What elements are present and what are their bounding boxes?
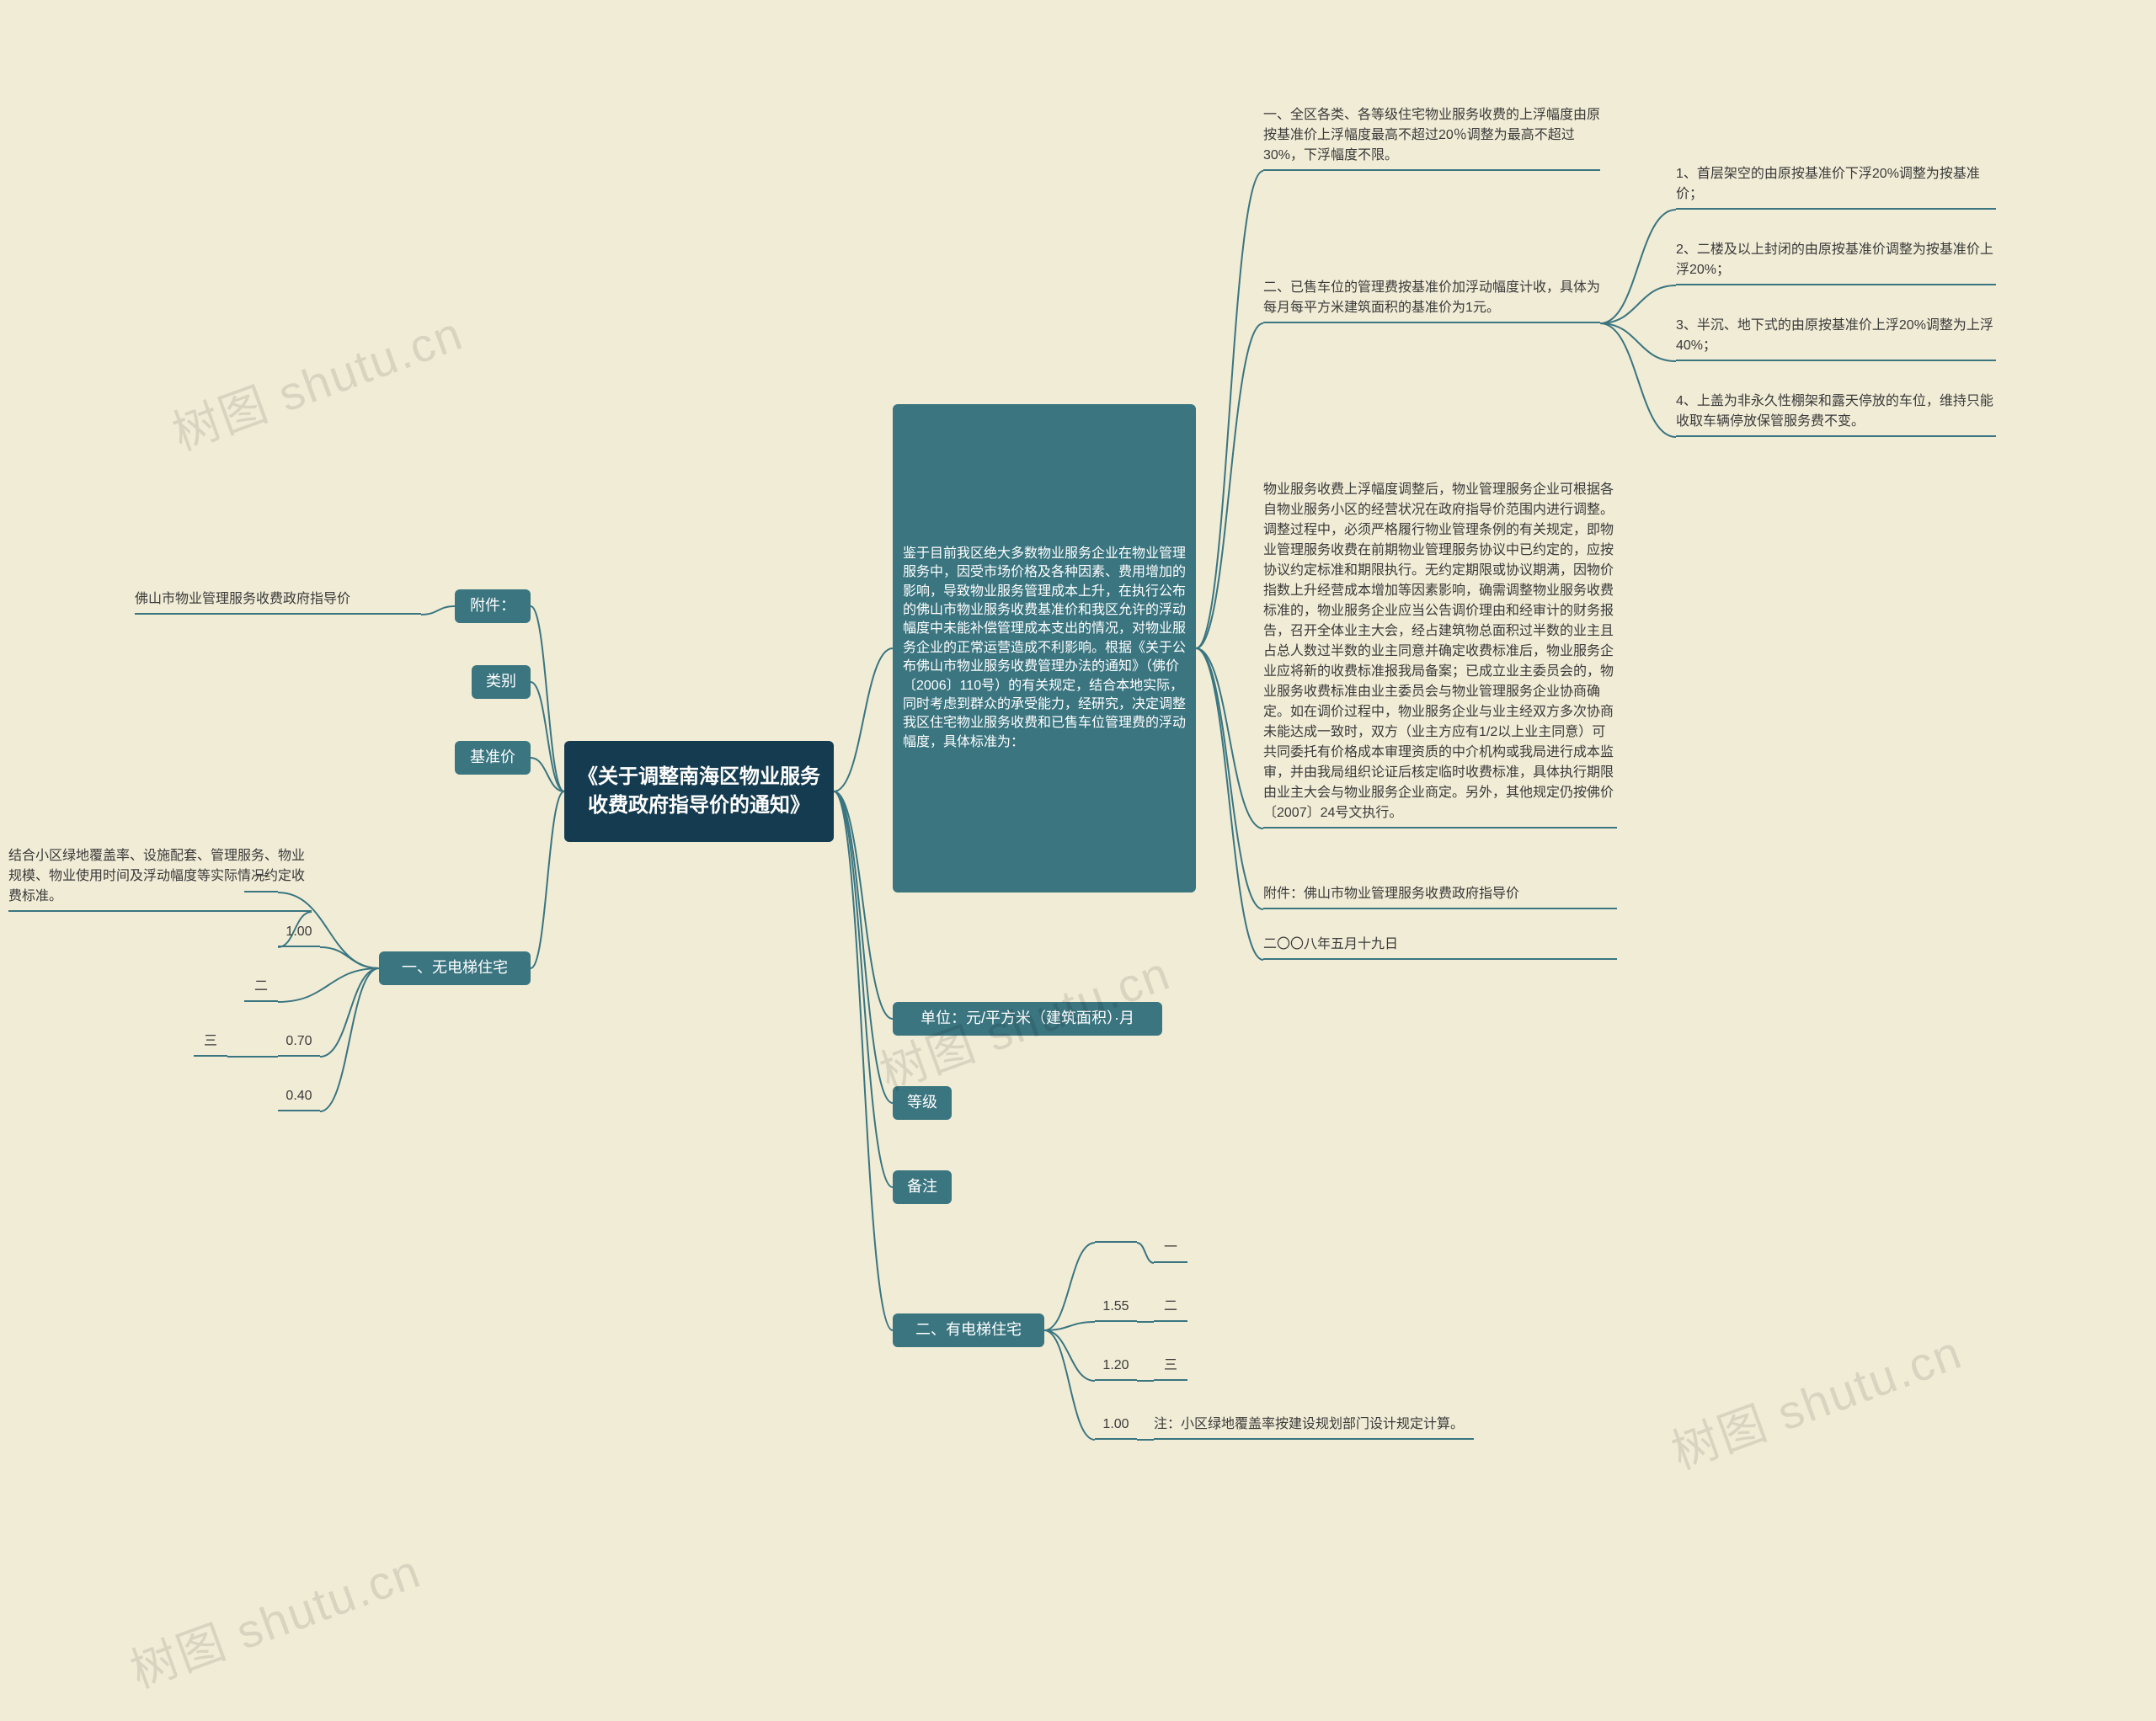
l4-leaf-1: 结合小区绿地覆盖率、设施配套、管理服务、物业规模、物业使用时间及浮动幅度等实际情… — [8, 846, 312, 912]
leaf-item-2-1: 1、首层架空的由原按基准价下浮20%调整为按基准价； — [1676, 164, 1996, 210]
elevator-housing-node[interactable]: 二、有电梯住宅 — [893, 1313, 1044, 1347]
l4-val-1: 1.00 — [278, 922, 320, 947]
l4-label-2: 二 — [244, 977, 278, 1002]
u4-label-1: 二 — [1154, 1297, 1187, 1322]
u4-val-3: 1.00 — [1095, 1415, 1137, 1440]
l4-label-3: 三 — [194, 1031, 227, 1057]
grade-node[interactable]: 等级 — [893, 1086, 952, 1120]
main-paragraph-node[interactable]: 鉴于目前我区绝大多数物业服务企业在物业管理服务中，因受市场价格及各种因素、费用增… — [893, 404, 1196, 892]
u4-label-0: 一 — [1154, 1238, 1187, 1263]
center-node[interactable]: 《关于调整南海区物业服务收费政府指导价的通知》 — [564, 741, 834, 842]
leaf-item-2: 二、已售车位的管理费按基准价加浮动幅度计收，具体为每月每平方米建筑面积的基准价为… — [1263, 278, 1600, 323]
leaf-item-1: 一、全区各类、各等级住宅物业服务收费的上浮幅度由原按基准价上浮幅度最高不超过20… — [1263, 105, 1600, 171]
attachment-node[interactable]: 附件： — [455, 589, 531, 623]
no-elevator-node[interactable]: 一、无电梯住宅 — [379, 951, 531, 985]
u4-val-2: 1.20 — [1095, 1356, 1137, 1381]
unit-node[interactable]: 单位：元/平方米（建筑面积）·月 — [893, 1002, 1162, 1036]
l4-val-4: 0.40 — [278, 1086, 320, 1111]
u4-val-0 — [1095, 1238, 1137, 1243]
l4-val-3: 0.70 — [278, 1031, 320, 1057]
remark-node[interactable]: 备注 — [893, 1170, 952, 1204]
u4-val-1: 1.55 — [1095, 1297, 1137, 1322]
leaf-item-2-4: 4、上盖为非永久性棚架和露天停放的车位，维持只能收取车辆停放保管服务费不变。 — [1676, 392, 1996, 437]
leaf-attachment: 附件：佛山市物业管理服务收费政府指导价 — [1263, 884, 1617, 909]
leaf-long-paragraph: 物业服务收费上浮幅度调整后，物业管理服务企业可根据各自物业服务小区的经营状况在政… — [1263, 480, 1617, 829]
leaf-date: 二〇〇八年五月十九日 — [1263, 935, 1617, 960]
base-price-node[interactable]: 基准价 — [455, 741, 531, 775]
attachment-leaf: 佛山市物业管理服务收费政府指导价 — [135, 589, 421, 615]
u4-label-2: 三 — [1154, 1356, 1187, 1381]
category-node[interactable]: 类别 — [472, 665, 531, 699]
u4-label-3: 注：小区绿地覆盖率按建设规划部门设计规定计算。 — [1154, 1415, 1474, 1440]
leaf-item-2-3: 3、半沉、地下式的由原按基准价上浮20%调整为上浮40%； — [1676, 316, 1996, 361]
leaf-item-2-2: 2、二楼及以上封闭的由原按基准价调整为按基准价上浮20%； — [1676, 240, 1996, 285]
